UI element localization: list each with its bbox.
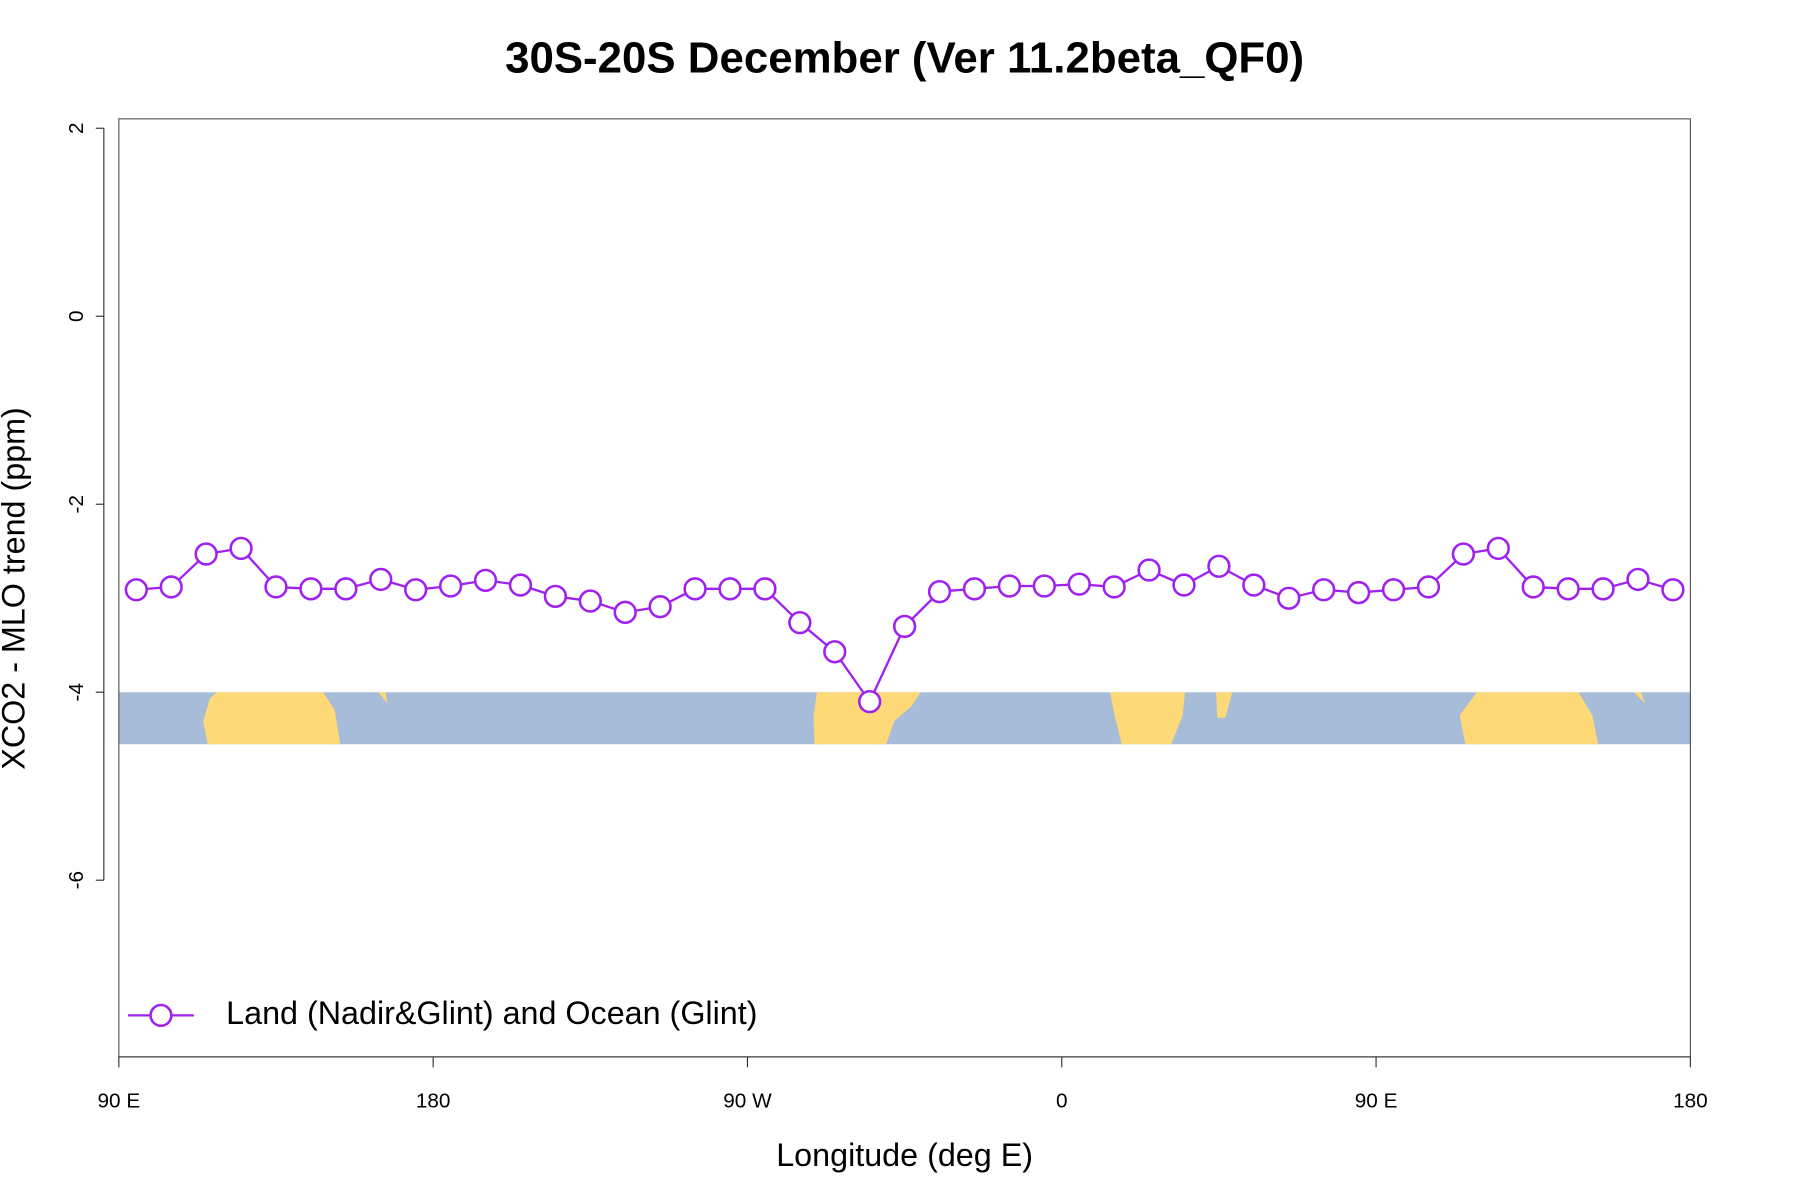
chart-title: 30S-20S December (Ver 11.2beta_QF0)	[505, 34, 1304, 83]
map-strip	[118, 692, 1691, 745]
x-tick-label: 90 E	[1355, 1089, 1398, 1112]
data-point	[438, 574, 463, 598]
land	[1459, 692, 1599, 745]
data-point	[753, 577, 777, 601]
data-point	[1661, 578, 1685, 602]
land	[1216, 692, 1233, 718]
x-tick-label: 90 W	[723, 1089, 772, 1112]
data-point	[369, 567, 393, 592]
data-point	[194, 542, 218, 566]
x-tick-label: 90 E	[98, 1089, 141, 1112]
y-tick-label: 2	[65, 122, 88, 134]
data-point	[788, 611, 812, 635]
data-point	[1486, 536, 1510, 561]
data-point	[334, 577, 358, 601]
data-point	[264, 575, 288, 599]
data-point	[543, 584, 568, 608]
legend-marker	[149, 1003, 173, 1028]
data-point	[1312, 578, 1336, 602]
land	[1110, 692, 1185, 745]
data-point	[1067, 572, 1091, 596]
data-point	[299, 577, 323, 601]
data-point	[578, 589, 602, 613]
y-tick-label: -4	[65, 683, 88, 701]
data-point	[1207, 554, 1231, 578]
y-tick-label: -2	[65, 495, 88, 513]
data-point	[1102, 575, 1126, 599]
data-point	[1416, 575, 1441, 599]
data-point	[962, 577, 987, 601]
land	[378, 692, 388, 704]
data-point	[613, 600, 637, 624]
y-tick-label: 0	[65, 310, 88, 322]
data-point	[473, 568, 498, 593]
y-tick-label: -6	[65, 871, 88, 889]
land	[813, 692, 921, 745]
data-point	[1591, 577, 1615, 601]
land	[1633, 692, 1646, 704]
data-point	[1346, 580, 1371, 605]
data-point	[858, 689, 882, 714]
data-point	[1277, 586, 1301, 610]
x-axis-title: Longitude (deg E)	[776, 1137, 1033, 1173]
data-point	[508, 573, 533, 597]
data-point	[1556, 577, 1580, 601]
data-point	[124, 578, 148, 602]
data-point	[229, 536, 253, 561]
x-tick-label: 180	[416, 1089, 451, 1112]
data-point	[1451, 542, 1476, 566]
data-point	[159, 575, 183, 599]
land	[203, 692, 341, 745]
data-point	[892, 614, 917, 639]
data-point	[718, 577, 742, 601]
data-point	[1242, 573, 1266, 597]
legend-label: Land (Nadir&Glint) and Ocean (Glint)	[226, 995, 757, 1031]
data-point	[1032, 574, 1056, 598]
data-point	[997, 574, 1022, 598]
data-point	[1381, 578, 1406, 602]
x-tick-label: 180	[1673, 1089, 1708, 1112]
data-point	[1521, 575, 1545, 599]
data-point	[1137, 558, 1161, 582]
y-axis-title: XCO2 - MLO trend (ppm)	[0, 407, 32, 770]
data-point	[1172, 573, 1196, 597]
data-point	[404, 578, 428, 602]
data-point	[648, 595, 672, 619]
data-point	[823, 640, 847, 664]
data-point	[1626, 567, 1650, 592]
x-tick-label: 0	[1056, 1089, 1068, 1112]
data-point	[683, 577, 707, 601]
data-point	[927, 579, 952, 604]
